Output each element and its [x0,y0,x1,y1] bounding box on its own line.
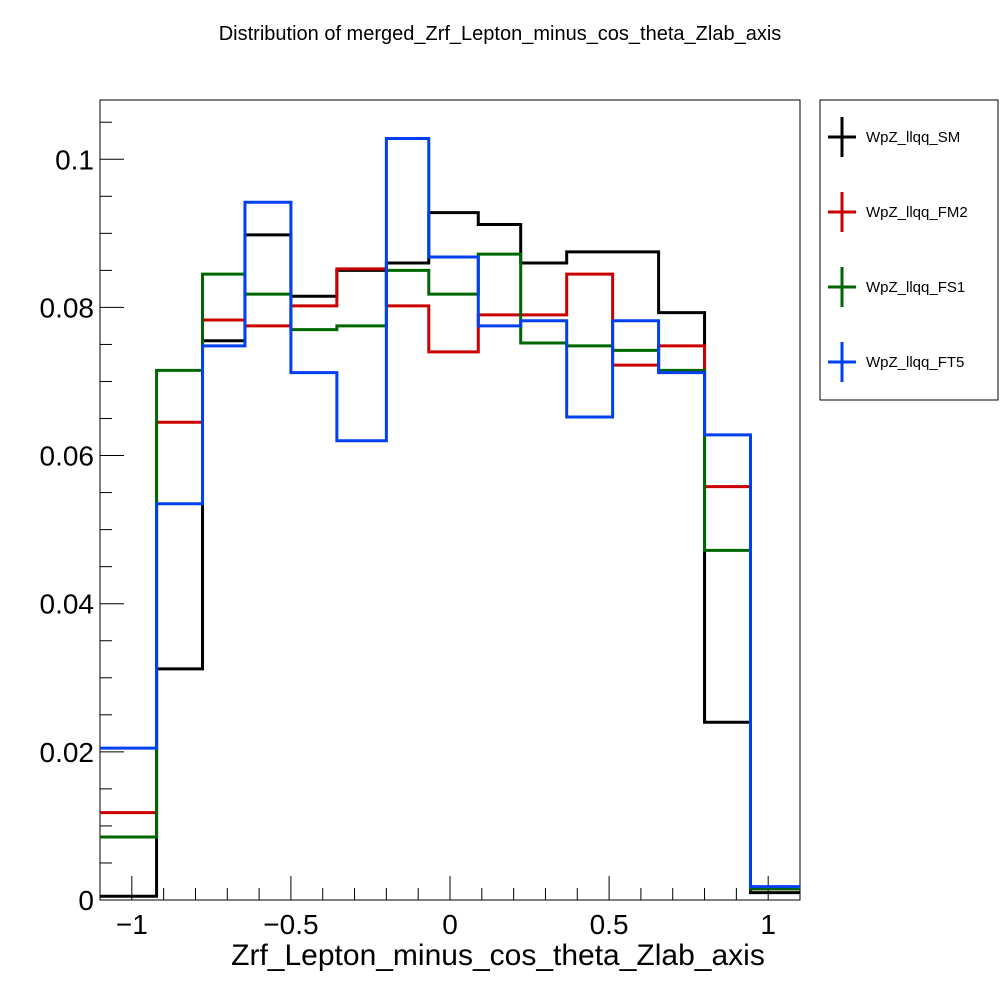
x-tick-label: 1 [760,909,776,940]
legend-entry: WpZ_llqq_SM [866,129,960,146]
x-tick-label: −1 [116,909,148,940]
chart-title: Distribution of merged_Zrf_Lepton_minus_… [219,23,782,45]
y-axis: 0 0.02 0.04 0.06 0.08 0.1 [40,121,124,916]
y-tick-label: 0.1 [55,144,94,175]
x-tick-label: 0.5 [590,909,629,940]
legend-entry: WpZ_llqq_FM2 [866,204,968,221]
series-line-WpZ_llqq_FS1 [100,252,800,891]
x-axis: −1 −0.5 0 0.5 1 [99,876,801,940]
x-tick-label: 0 [442,909,458,940]
series-layer [100,137,800,898]
series-line-WpZ_llqq_SM [100,211,800,898]
x-axis-label: Zrf_Lepton_minus_cos_theta_Zlab_axis [231,939,765,972]
legend-entry: WpZ_llqq_FT5 [866,354,964,371]
y-tick-label: 0.08 [40,292,95,323]
y-tick-label: 0 [78,885,94,916]
series-line-WpZ_llqq_FM2 [100,267,800,891]
x-tick-label: −0.5 [263,909,318,940]
series-line-WpZ_llqq_FT5 [100,137,800,889]
plot-frame [99,99,801,901]
legend-box [819,99,999,401]
y-tick-label: 0.02 [40,737,95,768]
legend: WpZ_llqq_SM WpZ_llqq_FM2 WpZ_llqq_FS1 WpZ_l… [828,117,968,382]
y-tick-label: 0.04 [40,589,95,620]
y-tick-label: 0.06 [40,441,95,472]
legend-entry: WpZ_llqq_FS1 [866,279,965,296]
